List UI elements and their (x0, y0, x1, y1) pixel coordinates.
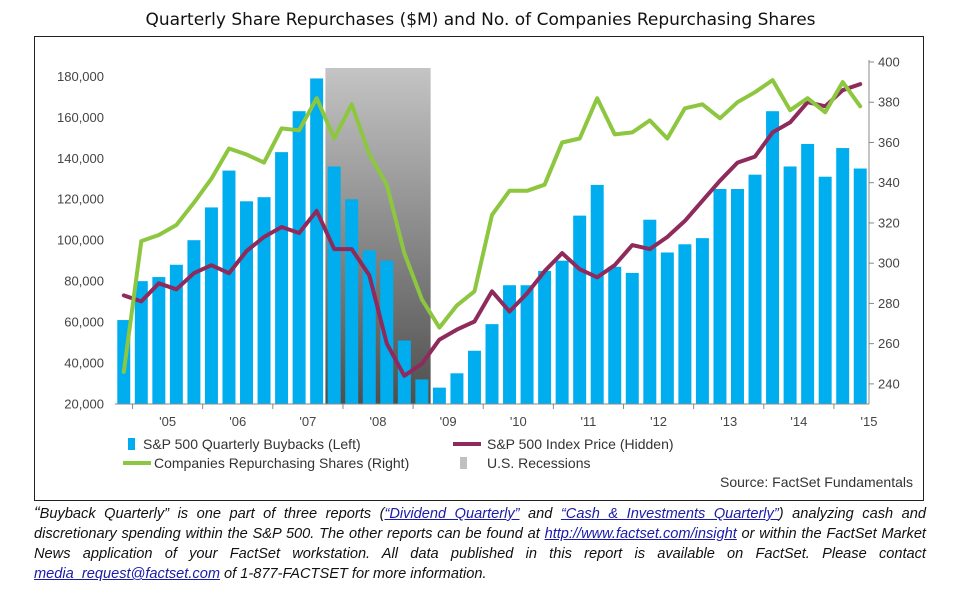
y-left-tick-label: 180,000 (57, 69, 104, 84)
bar (169, 264, 183, 404)
x-tick-label: '14 (790, 414, 807, 429)
recession-band (325, 68, 431, 404)
y-left-tick-label: 160,000 (57, 110, 104, 125)
bar (643, 219, 657, 404)
y-right-tick-label: 240 (878, 376, 900, 391)
y-left-tick-label: 40,000 (64, 356, 104, 371)
bar (801, 143, 815, 404)
bar (695, 238, 709, 404)
chart-title: Quarterly Share Repurchases ($M) and No.… (145, 10, 816, 30)
bar (660, 252, 674, 404)
x-tick-label: '13 (720, 414, 737, 429)
cash-investments-quarterly-link[interactable]: “Cash & Investments Quarterly” (560, 506, 779, 522)
y-right-tick-label: 340 (878, 175, 900, 190)
bar (573, 215, 587, 404)
y-right-tick-label: 280 (878, 296, 900, 311)
bar (240, 201, 253, 404)
bar (187, 240, 201, 404)
y-left-tick-label: 100,000 (57, 233, 104, 248)
bar (485, 324, 499, 404)
bar (467, 350, 481, 404)
bar (327, 166, 341, 404)
bar (836, 148, 850, 404)
bar (783, 166, 797, 404)
bar (608, 266, 622, 404)
x-tick-label: '09 (440, 414, 457, 429)
footnote-text-3: and (519, 506, 561, 522)
legend-label: S&P 500 Index Price (Hidden) (487, 436, 674, 452)
x-tick-label: '15 (861, 414, 878, 429)
bar (380, 260, 394, 404)
bar (345, 199, 359, 404)
bar (152, 277, 166, 404)
companies-repurchasing-line (121, 78, 863, 374)
y-left-tick-label: 60,000 (64, 315, 104, 330)
y-right-tick-label: 380 (878, 95, 900, 110)
bar (713, 189, 727, 404)
bar (450, 373, 464, 404)
y-left-tick-label: 140,000 (57, 151, 104, 166)
bar (731, 189, 744, 404)
x-tick-label: '08 (370, 414, 387, 429)
bar (538, 270, 552, 404)
legend-swatch (460, 457, 467, 469)
bar (678, 244, 692, 404)
bar (766, 111, 780, 404)
y-left-tick-label: 80,000 (64, 274, 104, 289)
factset-insight-link[interactable]: http://www.factset.com/insight (544, 526, 737, 542)
bar (590, 184, 604, 404)
dividend-quarterly-link[interactable]: “Dividend Quarterly” (384, 506, 520, 522)
bar (818, 176, 832, 404)
y-right-tick-label: 400 (878, 55, 900, 70)
x-tick-label: '11 (580, 414, 596, 429)
x-tick-label: '07 (299, 414, 316, 429)
chart-frame (34, 36, 924, 501)
y-right-tick-label: 320 (878, 215, 900, 230)
bar (555, 260, 569, 404)
bar (748, 174, 762, 404)
legend-label: S&P 500 Quarterly Buybacks (Left) (143, 436, 361, 452)
media-request-email-link[interactable]: media_request@factset.com (34, 566, 220, 582)
x-tick-label: '10 (510, 414, 527, 429)
bar (853, 168, 867, 404)
y-right-tick-label: 260 (878, 336, 900, 351)
bar (222, 170, 236, 404)
bar (204, 207, 218, 404)
footnote: “Buyback Quarterly” is one part of three… (34, 503, 926, 584)
y-right-tick-label: 300 (878, 256, 900, 271)
bar (134, 281, 148, 404)
footnote-text-6: of 1-877-FACTSET for more information. (219, 566, 487, 582)
bar (257, 197, 271, 404)
bar (432, 387, 446, 404)
footnote-text-2: Buyback Quarterly” is one part of three … (39, 506, 385, 522)
legend-label: U.S. Recessions (487, 455, 590, 471)
y-left-tick-label: 20,000 (64, 397, 104, 412)
y-right-tick-label: 360 (878, 135, 900, 150)
bar (625, 272, 639, 404)
bar (275, 152, 289, 404)
bar (310, 78, 324, 404)
bar (292, 111, 306, 404)
footnote-text-4: ) analyzing cash and discretionary spend… (34, 506, 926, 542)
bar (520, 285, 534, 404)
index-price-line (121, 82, 863, 378)
x-tick-label: '12 (650, 414, 667, 429)
x-tick-label: '06 (229, 414, 246, 429)
bar (503, 285, 517, 404)
bar (415, 379, 429, 404)
source-label: Source: FactSet Fundamentals (720, 474, 913, 490)
y-left-tick-label: 120,000 (57, 192, 104, 207)
footnote-text-1: “ (34, 503, 40, 522)
x-tick-label: '05 (159, 414, 176, 429)
legend-label: Companies Repurchasing Shares (Right) (154, 455, 409, 471)
footnote-text-5: or within the FactSet Market News applic… (34, 526, 926, 562)
legend-swatch (128, 438, 135, 450)
